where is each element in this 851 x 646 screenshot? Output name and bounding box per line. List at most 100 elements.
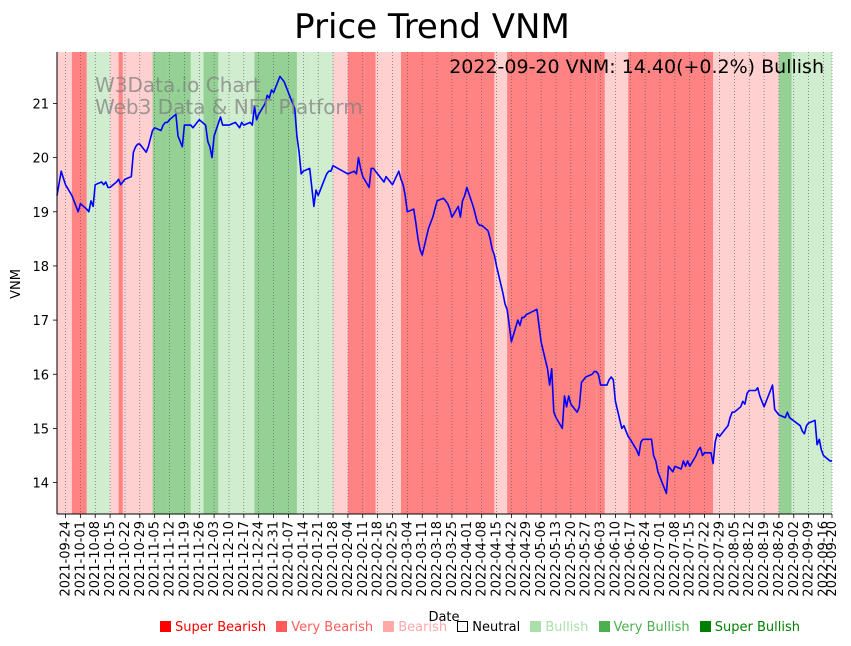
x-tick-label: 2022-07-15 <box>683 521 698 597</box>
x-tick-label: 2022-07-08 <box>668 521 683 597</box>
x-tick-label: 2022-05-06 <box>534 521 549 597</box>
x-tick-label: 2021-11-12 <box>163 521 178 597</box>
sentiment-band-bearish <box>713 52 779 514</box>
x-tick-label: 2022-06-24 <box>638 521 653 597</box>
x-tick-label: 2022-08-26 <box>772 521 787 597</box>
price-annotation: 2022-09-20 VNM: 14.40(+0.2%) Bullish <box>449 56 824 78</box>
x-tick-label: 2021-12-31 <box>267 521 282 597</box>
legend-swatch-very-bullish <box>598 621 610 632</box>
price-line-vnm <box>56 75 832 495</box>
legend-label: Very Bearish <box>291 620 374 635</box>
x-tick-label: 2022-09-02 <box>787 521 802 597</box>
x-tick-label: 2022-06-10 <box>608 521 623 597</box>
watermark-line-1: W3Data.io Chart <box>95 73 261 97</box>
x-tick-label: 2022-07-22 <box>698 521 713 597</box>
legend-label: Bearish <box>398 620 448 635</box>
legend-swatch-super-bullish <box>699 621 711 632</box>
x-tick-label: 2021-12-03 <box>207 521 222 597</box>
x-tick-label: 2022-06-17 <box>623 521 638 597</box>
sentiment-band-very-bullish <box>203 52 219 514</box>
sentiment-band-very-bullish <box>152 52 168 514</box>
price-line-layer <box>56 75 832 495</box>
legend-swatch-neutral <box>457 621 469 632</box>
sentiment-band-bullish <box>791 52 832 514</box>
legend-label: Super Bullish <box>714 620 800 635</box>
x-tick-label: 2021-12-10 <box>222 521 237 597</box>
axes <box>56 52 832 515</box>
legend-item-super-bullish: Super Bullish <box>699 620 800 635</box>
y-tick-label: 14 <box>32 477 49 492</box>
x-tick-label: 2022-05-27 <box>579 521 594 597</box>
x-tick-label: 2022-07-29 <box>712 521 727 597</box>
x-tick-label: 2022-09-20 <box>825 521 840 597</box>
legend-swatch-bearish <box>383 621 395 632</box>
x-tick-label: 2022-03-25 <box>445 521 460 597</box>
x-tick-label: 2021-10-15 <box>103 521 118 597</box>
x-tick-label: 2021-10-08 <box>88 521 103 597</box>
legend-label: Neutral <box>472 620 521 635</box>
x-tick-label: 2022-02-04 <box>341 521 356 597</box>
x-tick-label: 2022-03-04 <box>400 521 415 597</box>
x-tick-label: 2022-01-14 <box>296 521 311 597</box>
x-tick-label: 2022-05-13 <box>549 521 564 597</box>
y-tick-label: 16 <box>32 368 49 383</box>
x-tick-label: 2022-01-21 <box>311 521 326 597</box>
legend-label: Super Bearish <box>175 620 267 635</box>
sentiment-band-bullish <box>296 52 312 514</box>
x-tick-label: 2022-02-25 <box>385 521 400 597</box>
sentiment-band-very-bearish <box>628 52 714 514</box>
y-axis-label: VNM <box>9 269 24 299</box>
x-tick-label: 2022-08-05 <box>727 521 742 597</box>
legend-item-very-bullish: Very Bullish <box>598 620 690 635</box>
y-axis-ticks: 14 15 16 17 18 19 20 21 <box>32 97 57 492</box>
legend-swatch-bullish <box>530 621 542 632</box>
legend-item-bearish: Bearish <box>383 620 447 635</box>
sentiment-band-bullish <box>311 52 334 514</box>
sentiment-legend: Super Bearish Very Bearish Bearish Neutr… <box>160 620 806 635</box>
sentiment-band-very-bullish <box>778 52 792 514</box>
legend-item-very-bearish: Very Bearish <box>276 620 373 635</box>
watermark-line-2: Web3 Data & NFT Platform <box>95 95 363 119</box>
x-tick-label: 2022-09-16 <box>817 521 832 597</box>
sentiment-band-very-bearish <box>507 52 597 514</box>
x-tick-label: 2022-08-19 <box>757 521 772 597</box>
legend-label: Very Bullish <box>613 620 690 635</box>
y-tick-label: 15 <box>32 422 49 437</box>
x-axis-ticks: 2021-09-24 2021-10-01 2021-10-08 2021-10-15… <box>58 514 840 597</box>
sentiment-band-bearish <box>604 52 629 514</box>
x-tick-label: 2022-04-22 <box>504 521 519 597</box>
sentiment-band-very-bearish <box>118 52 123 514</box>
x-tick-label: 2022-03-18 <box>430 521 445 597</box>
sentiment-band-very-bullish <box>254 52 297 514</box>
x-tick-label: 2022-09-09 <box>802 521 817 597</box>
legend-swatch-super-bearish <box>160 621 171 632</box>
x-tick-label: 2021-10-22 <box>118 521 133 597</box>
sentiment-band-bullish <box>190 52 204 514</box>
legend-label: Bullish <box>545 620 589 635</box>
sentiment-band-bullish <box>218 52 255 514</box>
legend-swatch-very-bearish <box>276 621 288 632</box>
sentiment-band-very-bullish <box>167 52 191 514</box>
x-tick-label: 2022-03-11 <box>415 521 430 597</box>
legend-item-super-bearish: Super Bearish <box>160 620 266 635</box>
x-axis-label: Date <box>428 610 459 625</box>
x-tick-label: 2021-11-05 <box>148 521 163 597</box>
x-tick-label: 2021-10-29 <box>133 521 148 597</box>
y-tick-label: 18 <box>32 260 49 275</box>
sentiment-band-bearish <box>122 52 153 514</box>
legend-item-neutral: Neutral <box>457 620 520 635</box>
x-tick-label: 2022-01-28 <box>326 521 341 597</box>
chart-title: Price Trend VNM <box>294 7 570 47</box>
x-tick-label: 2022-04-15 <box>490 521 505 597</box>
y-tick-label: 19 <box>32 206 49 221</box>
sentiment-band-bullish <box>86 52 111 514</box>
x-tick-label: 2021-12-24 <box>252 521 267 597</box>
sentiment-bands <box>57 52 832 514</box>
x-tick-label: 2021-11-19 <box>177 521 192 597</box>
x-tick-label: 2022-02-18 <box>371 521 386 597</box>
x-tick-label: 2022-04-29 <box>519 521 534 597</box>
sentiment-band-bearish <box>333 52 348 514</box>
x-tick-label: 2021-10-01 <box>73 521 88 597</box>
x-tick-label: 2022-07-01 <box>653 521 668 597</box>
